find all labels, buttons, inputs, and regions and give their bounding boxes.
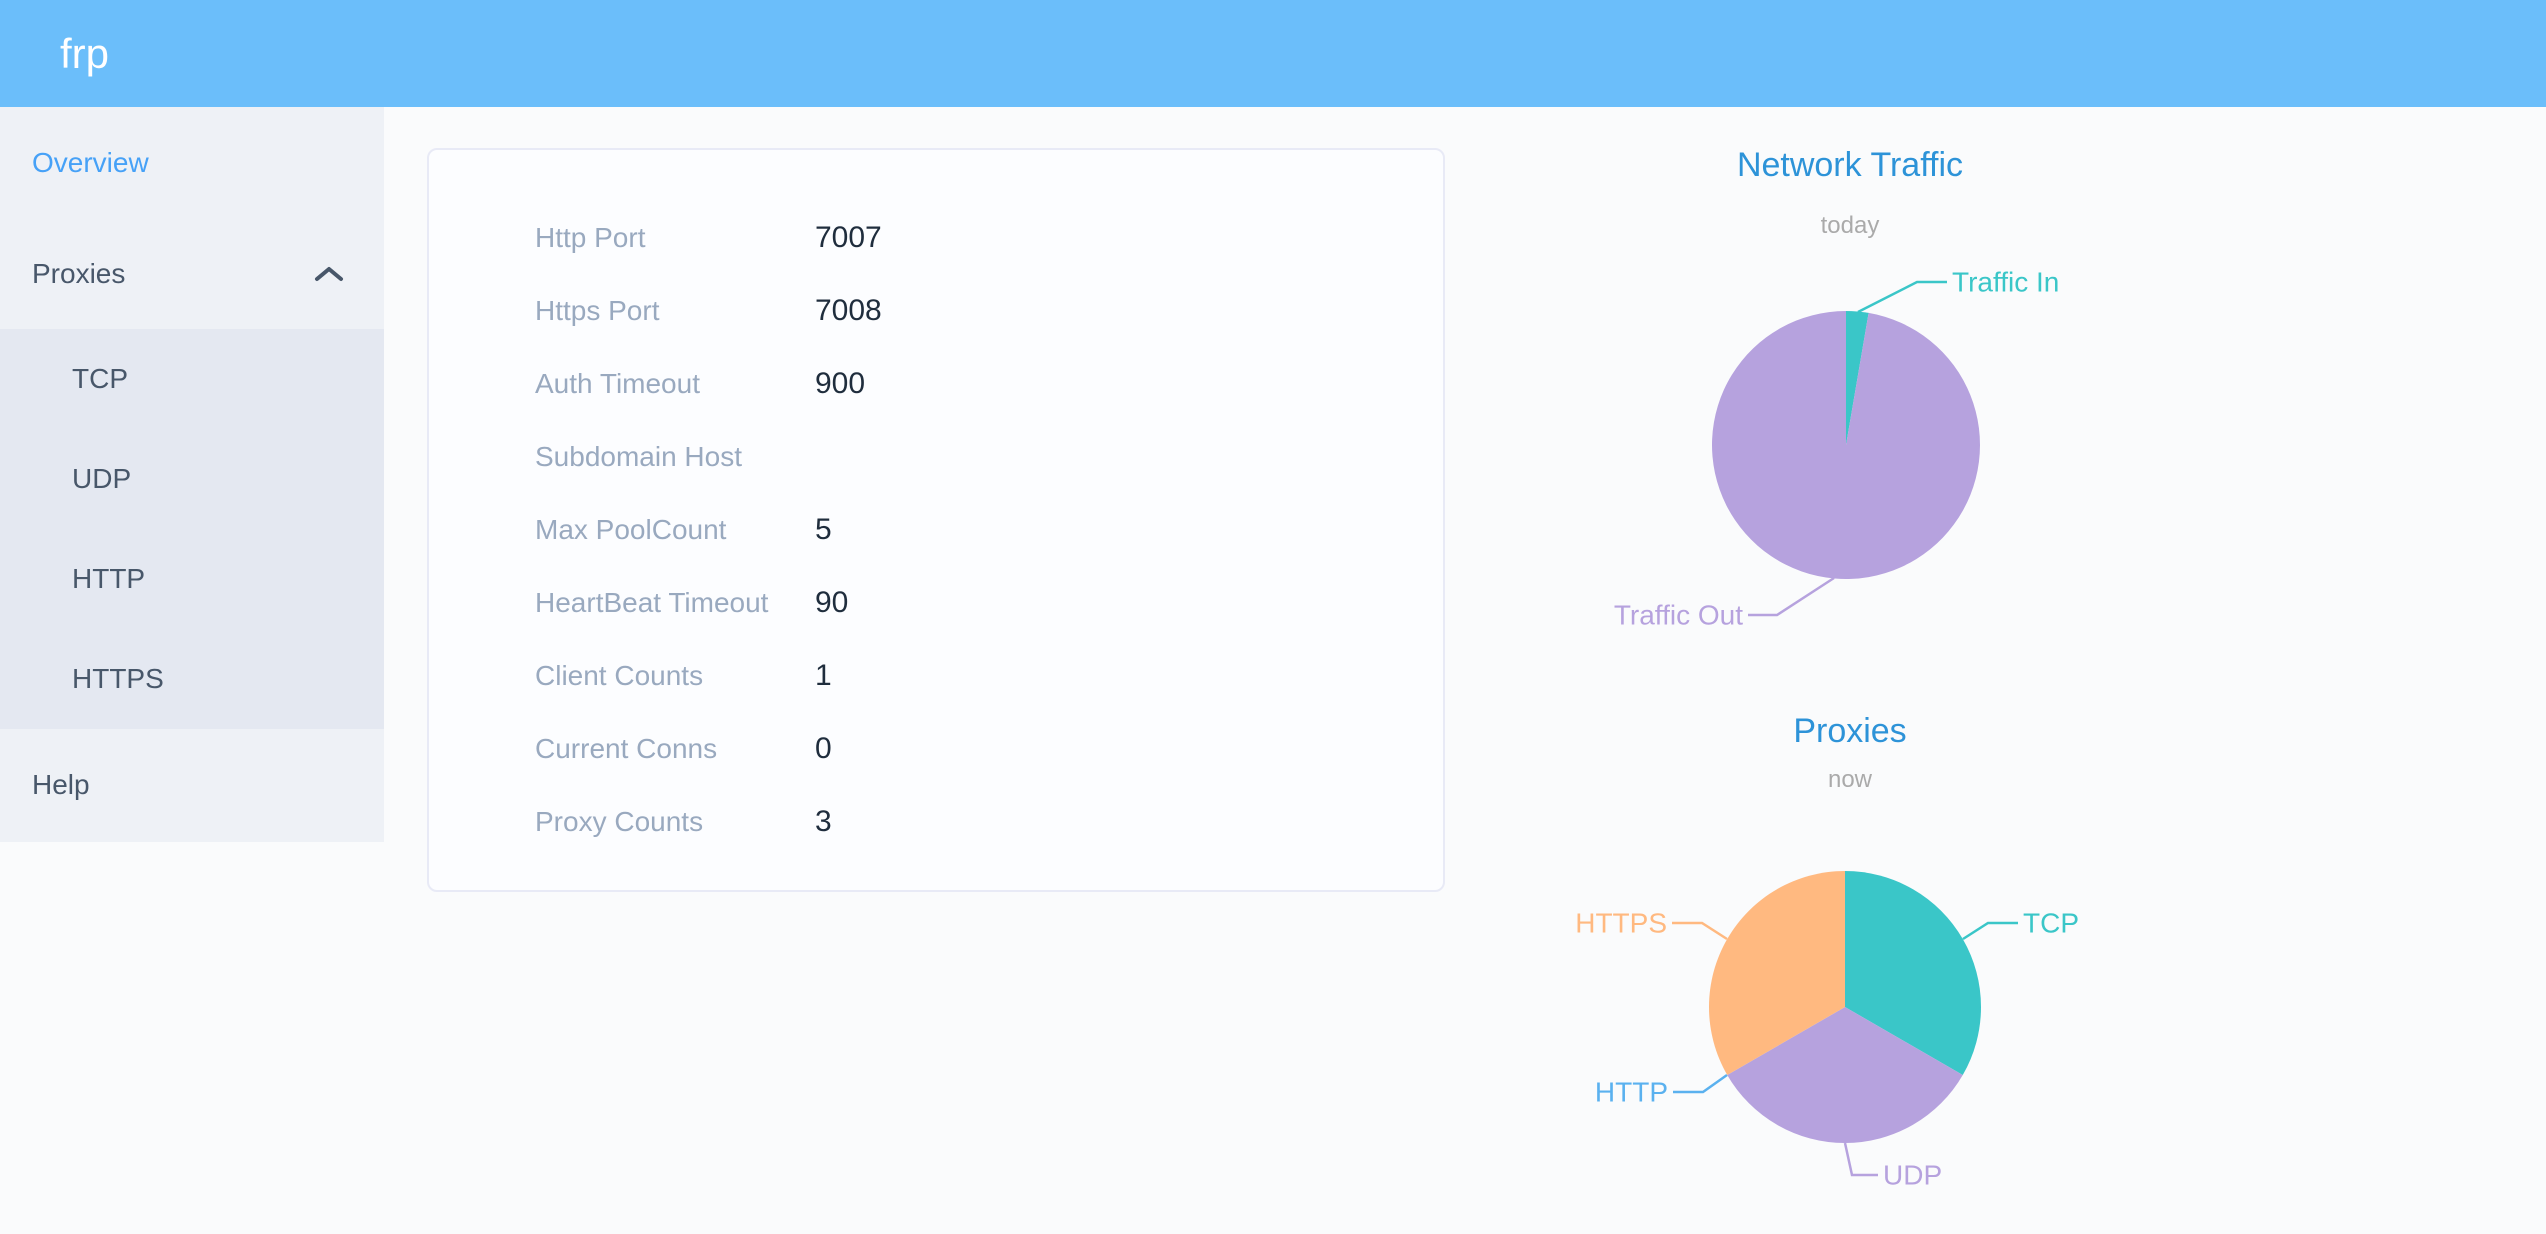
overview-row-https-port: Https Port 7008 xyxy=(429,274,1443,347)
pie-slice-traffic-out[interactable] xyxy=(1712,311,1980,579)
pie-label-line-tcp xyxy=(1962,921,2018,941)
overview-row-http-port: Http Port 7007 xyxy=(429,201,1443,274)
app-logo: frp xyxy=(60,30,110,77)
row-label: Client Counts xyxy=(535,659,704,691)
pie-slice-traffic-in[interactable] xyxy=(1846,311,1869,445)
row-label: Max PoolCount xyxy=(535,513,727,545)
network-traffic-pie: Traffic In Traffic Out xyxy=(1614,267,2060,631)
pie-slice-udp[interactable] xyxy=(1727,1007,1963,1143)
pie-label-traffic-in: Traffic In xyxy=(1952,267,2059,298)
row-value: 1 xyxy=(815,658,832,692)
row-value: 90 xyxy=(815,585,849,619)
overview-card: Http Port 7007 Https Port 7008 Auth Time… xyxy=(427,148,1445,892)
overview-row-client-counts: Client Counts 1 xyxy=(429,639,1443,712)
proxies-chart-subtitle: now xyxy=(1827,766,1873,793)
overview-row-max-poolcount: Max PoolCount 5 xyxy=(429,493,1443,566)
sidebar-item-label: TCP xyxy=(72,363,128,394)
overview-row-heartbeat-timeout: HeartBeat Timeout 90 xyxy=(429,566,1443,639)
pie-slice-tcp[interactable] xyxy=(1845,871,1981,1075)
sidebar-item-http[interactable]: HTTP xyxy=(0,529,384,629)
network-traffic-chart-title: Network Traffic xyxy=(1736,146,1964,184)
row-label: HeartBeat Timeout xyxy=(535,586,769,618)
sidebar: Overview Proxies TCP UDP HTTP HTTPS Help xyxy=(0,107,384,842)
sidebar-item-proxies[interactable]: Proxies xyxy=(0,218,384,329)
proxies-pie: TCP UDP HTTP HTTPS xyxy=(1575,871,2079,1191)
sidebar-item-udp[interactable]: UDP xyxy=(0,429,384,529)
row-label: Current Conns xyxy=(535,732,718,764)
pie-slice-https[interactable] xyxy=(1709,871,1845,1075)
row-value: 7008 xyxy=(815,293,882,327)
row-value: 3 xyxy=(815,804,832,838)
sidebar-submenu-proxies: TCP UDP HTTP HTTPS xyxy=(0,329,384,729)
overview-row-current-conns: Current Conns 0 xyxy=(429,712,1443,785)
pie-label-udp: UDP xyxy=(1883,1160,1942,1191)
overview-row-proxy-counts: Proxy Counts 3 xyxy=(429,785,1443,858)
row-label: Auth Timeout xyxy=(535,367,700,399)
overview-row-auth-timeout: Auth Timeout 900 xyxy=(429,347,1443,420)
pie-label-https: HTTPS xyxy=(1575,908,1667,939)
sidebar-item-help[interactable]: Help xyxy=(0,729,384,840)
sidebar-item-label: Overview xyxy=(32,146,149,178)
app-header: frp xyxy=(0,0,2546,107)
sidebar-item-label: HTTP xyxy=(72,563,146,594)
pie-label-tcp: TCP xyxy=(2023,908,2079,939)
row-label: Https Port xyxy=(535,294,660,326)
overview-row-subdomain-host: Subdomain Host xyxy=(429,420,1443,493)
sidebar-item-tcp[interactable]: TCP xyxy=(0,329,384,429)
row-value: 900 xyxy=(815,366,866,400)
row-value: 7007 xyxy=(815,220,882,254)
sidebar-item-label: Help xyxy=(32,768,90,800)
network-traffic-chart-subtitle: today xyxy=(1820,212,1880,239)
row-value: 0 xyxy=(815,731,832,765)
pie-label-traffic-out: Traffic Out xyxy=(1614,600,1743,631)
row-label: Proxy Counts xyxy=(535,805,704,837)
sidebar-item-overview[interactable]: Overview xyxy=(0,107,384,218)
chevron-up-icon xyxy=(315,266,343,281)
sidebar-item-label: HTTPS xyxy=(72,663,164,694)
pie-label-line-traffic-out xyxy=(1748,576,1835,617)
row-label: Http Port xyxy=(535,221,646,253)
row-label: Subdomain Host xyxy=(535,440,743,472)
sidebar-item-label: Proxies xyxy=(32,257,126,289)
pie-label-line-https xyxy=(1672,921,1728,941)
pie-label-line-udp xyxy=(1843,1142,1878,1177)
sidebar-item-label: UDP xyxy=(72,463,132,494)
proxies-chart-title: Proxies xyxy=(1793,712,1907,750)
pie-label-line-http xyxy=(1673,1073,1728,1094)
row-value: 5 xyxy=(815,512,832,546)
sidebar-item-https[interactable]: HTTPS xyxy=(0,629,384,729)
pie-label-http: HTTP xyxy=(1595,1077,1668,1108)
pie-label-line-traffic-in xyxy=(1857,280,1947,314)
